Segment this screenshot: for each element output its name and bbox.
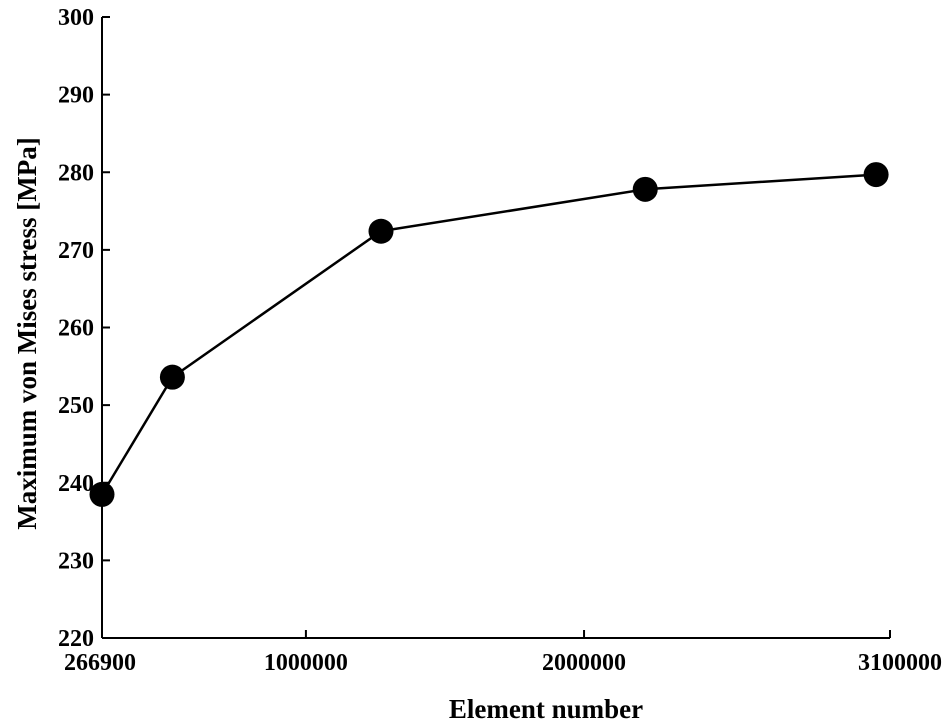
axes bbox=[101, 17, 890, 639]
y-tick-label: 270 bbox=[58, 238, 94, 264]
y-ticks: 220 230 240 250 260 270 280 290 300 bbox=[58, 5, 110, 652]
data-point bbox=[863, 162, 889, 188]
x-axis-title: Element number bbox=[449, 694, 643, 724]
x-ticks: 266900 1000000 2000000 3100000 bbox=[64, 630, 942, 676]
data-point bbox=[632, 176, 658, 202]
y-tick-label: 240 bbox=[58, 471, 94, 497]
y-tick-label: 230 bbox=[58, 548, 94, 574]
y-axis-title: Maximum von Mises stress [MPa] bbox=[12, 137, 42, 529]
y-tick-label: 280 bbox=[58, 160, 94, 186]
y-tick-label: 260 bbox=[58, 316, 94, 342]
x-tick-label: 266900 bbox=[64, 650, 136, 676]
series-line bbox=[100, 173, 877, 496]
y-tick-label: 290 bbox=[58, 83, 94, 109]
y-tick-label: 250 bbox=[58, 393, 94, 419]
series-layer bbox=[89, 162, 889, 507]
y-tick-label: 220 bbox=[58, 626, 94, 652]
data-point bbox=[89, 481, 115, 507]
x-tick-label: 3100000 bbox=[858, 650, 942, 676]
data-point bbox=[159, 364, 185, 390]
x-tick-label: 2000000 bbox=[542, 650, 626, 676]
x-tick-label: 1000000 bbox=[264, 650, 348, 676]
data-point bbox=[368, 218, 394, 244]
y-tick-label: 300 bbox=[58, 5, 94, 31]
